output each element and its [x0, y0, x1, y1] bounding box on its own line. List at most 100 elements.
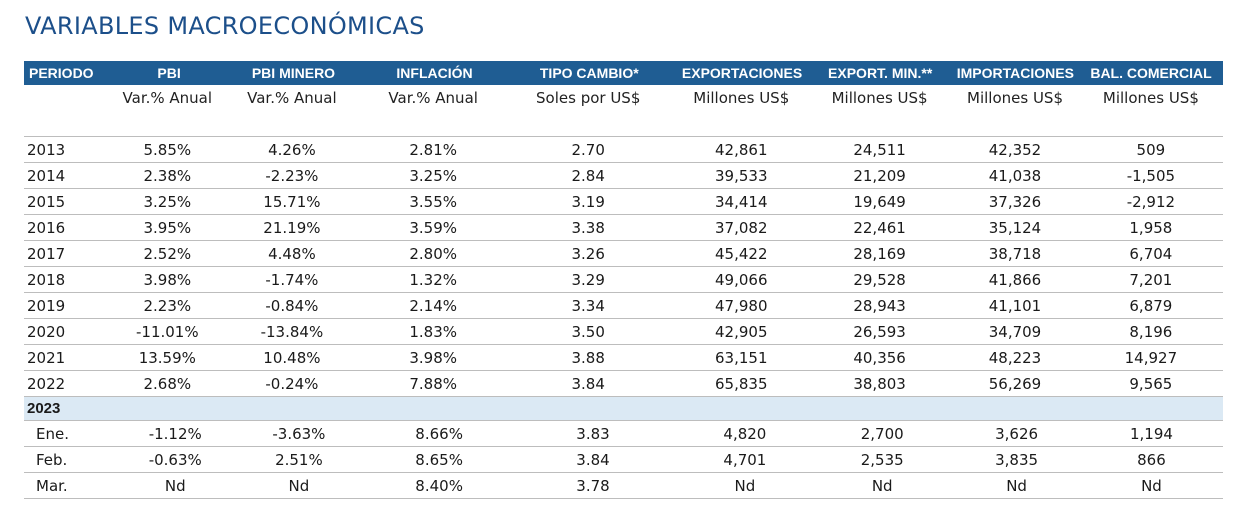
cell-exportaciones: 47,980: [715, 296, 768, 315]
cell-export-min: 21,209: [853, 166, 906, 185]
cell-inflacion: 3.59%: [409, 218, 457, 237]
cell-exportaciones: 63,151: [715, 348, 768, 367]
cell-pbi-minero: Nd: [288, 476, 310, 495]
header-inflacion: INFLACIÓN: [396, 65, 473, 81]
cell-pbi: Nd: [164, 476, 186, 495]
cell-pbi-minero: -3.63%: [272, 424, 326, 443]
cell-bal-comercial: 8,196: [1129, 322, 1173, 341]
cell-importaciones: Nd: [1006, 476, 1027, 495]
cell-pbi-minero: -13.84%: [260, 322, 324, 341]
table-row: 2022 2.68% -0.24% 7.88% 3.84 65,835 38,803 56,2…: [24, 371, 1223, 397]
unit-bal-comercial: Millones US$: [1102, 89, 1199, 107]
cell-pbi: 2.23%: [143, 296, 192, 315]
cell-periodo: 2022: [27, 374, 66, 393]
cell-export-min: 29,528: [853, 270, 906, 289]
units-row: Var.% Anual Var.% Anual Var.% Anual Soles p…: [24, 85, 1223, 111]
unit-importaciones: Millones US$: [967, 89, 1063, 107]
unit-inflacion: Var.% Anual: [388, 89, 478, 107]
cell-inflacion: 7.88%: [409, 374, 457, 393]
cell-inflacion: 2.81%: [409, 140, 457, 159]
cell-periodo: Feb.: [36, 450, 68, 469]
spacer-row: [24, 111, 1223, 137]
cell-bal-comercial: 6,879: [1129, 296, 1173, 315]
cell-periodo: 2019: [27, 296, 66, 315]
cell-export-min: 24,511: [853, 140, 906, 159]
table-row: Mar. Nd Nd 8.40% 3.78 Nd Nd Nd Nd: [24, 473, 1223, 499]
cell-tipo-cambio: 3.84: [576, 450, 610, 469]
cell-periodo: 2016: [27, 218, 66, 237]
cell-importaciones: 3,626: [995, 424, 1039, 443]
cell-bal-comercial: 1,194: [1129, 424, 1173, 443]
cell-pbi: 3.98%: [143, 270, 192, 289]
table-header: PERIODO PBI PBI MINERO INFLACIÓN TIPO CAMBIO…: [24, 61, 1223, 85]
unit-tipo-cambio: Soles por US$: [536, 89, 641, 107]
table-row: 2017 2.52% 4.48% 2.80% 3.26 45,422 28,169 38,71…: [24, 241, 1223, 267]
cell-periodo: 2015: [27, 192, 66, 211]
cell-importaciones: 56,269: [988, 374, 1042, 393]
cell-tipo-cambio: 3.34: [571, 296, 605, 315]
table-row: 2019 2.23% -0.84% 2.14% 3.34 47,980 28,943 41,1…: [24, 293, 1223, 319]
table-row: 2020 -11.01% -13.84% 1.83% 3.50 42,905 26,593 3…: [24, 319, 1223, 345]
cell-export-min: 40,356: [853, 348, 906, 367]
cell-tipo-cambio: 2.70: [571, 140, 605, 159]
unit-pbi-minero: Var.% Anual: [247, 89, 337, 107]
cell-bal-comercial: 9,565: [1129, 374, 1173, 393]
cell-exportaciones: 39,533: [715, 166, 768, 185]
unit-exportaciones: Millones US$: [693, 89, 790, 107]
cell-tipo-cambio: 3.29: [571, 270, 605, 289]
cell-pbi-minero: 4.48%: [268, 244, 316, 263]
cell-tipo-cambio: 3.38: [571, 218, 605, 237]
cell-bal-comercial: 866: [1137, 450, 1166, 469]
cell-pbi-minero: 4.26%: [268, 140, 316, 159]
page-title: VARIABLES MACROECONÓMICAS: [25, 12, 425, 40]
cell-export-min: 26,593: [853, 322, 906, 341]
cell-exportaciones: 49,066: [715, 270, 768, 289]
cell-exportaciones: 45,422: [715, 244, 768, 263]
cell-inflacion: 2.80%: [409, 244, 457, 263]
cell-tipo-cambio: 3.84: [571, 374, 605, 393]
cell-tipo-cambio: 3.19: [571, 192, 605, 211]
table-row: 2018 3.98% -1.74% 1.32% 3.29 49,066 29,528 41,8…: [24, 267, 1223, 293]
header-tipo-cambio: TIPO CAMBIO*: [539, 65, 639, 81]
cell-pbi-minero: 2.51%: [275, 450, 323, 469]
cell-pbi-minero: -2.23%: [265, 166, 319, 185]
cell-bal-comercial: -1,505: [1126, 166, 1176, 185]
header-periodo: PERIODO: [29, 65, 94, 81]
cell-export-min: 28,169: [853, 244, 906, 263]
cell-importaciones: 37,326: [988, 192, 1042, 211]
cell-tipo-cambio: 3.50: [571, 322, 605, 341]
cell-bal-comercial: 14,927: [1124, 348, 1178, 367]
header-exportaciones: EXPORTACIONES: [681, 65, 803, 81]
cell-exportaciones: Nd: [734, 476, 756, 495]
cell-tipo-cambio: 3.88: [571, 348, 605, 367]
cell-inflacion: 1.32%: [409, 270, 457, 289]
cell-exportaciones: 65,835: [715, 374, 768, 393]
cell-bal-comercial: 6,704: [1129, 244, 1173, 263]
cell-periodo: 2017: [27, 244, 66, 263]
cell-pbi: 5.85%: [143, 140, 192, 159]
table-row: 2013 5.85% 4.26% 2.81% 2.70 42,861 24,511 42,35…: [24, 137, 1223, 163]
cell-exportaciones: 42,861: [715, 140, 768, 159]
cell-pbi-minero: 21.19%: [263, 218, 321, 237]
cell-tipo-cambio: 3.83: [576, 424, 610, 443]
cell-pbi-minero: -0.84%: [265, 296, 319, 315]
cell-bal-comercial: 7,201: [1129, 270, 1173, 289]
cell-periodo: 2020: [27, 322, 66, 341]
year-band-label: 2023: [27, 400, 61, 417]
cell-pbi: 2.38%: [143, 166, 192, 185]
table-row: 2021 13.59% 10.48% 3.98% 3.88 63,151 40,356 48,…: [24, 345, 1223, 371]
cell-exportaciones: 34,414: [715, 192, 768, 211]
cell-tipo-cambio: 2.84: [571, 166, 605, 185]
cell-exportaciones: 37,082: [715, 218, 768, 237]
cell-periodo: Ene.: [36, 424, 69, 443]
cell-export-min: 22,461: [853, 218, 906, 237]
cell-pbi-minero: 10.48%: [263, 348, 321, 367]
header-pbi: PBI: [157, 65, 181, 81]
cell-export-min: 19,649: [853, 192, 906, 211]
cell-inflacion: 8.66%: [415, 424, 463, 443]
macro-table: PERIODO PBI PBI MINERO INFLACIÓN TIPO CAMBIO…: [24, 61, 1223, 499]
header-export-min: EXPORT. MIN.**: [828, 65, 933, 81]
header-pbi-minero: PBI MINERO: [251, 65, 336, 81]
cell-inflacion: 3.98%: [409, 348, 457, 367]
cell-exportaciones: 4,820: [723, 424, 767, 443]
